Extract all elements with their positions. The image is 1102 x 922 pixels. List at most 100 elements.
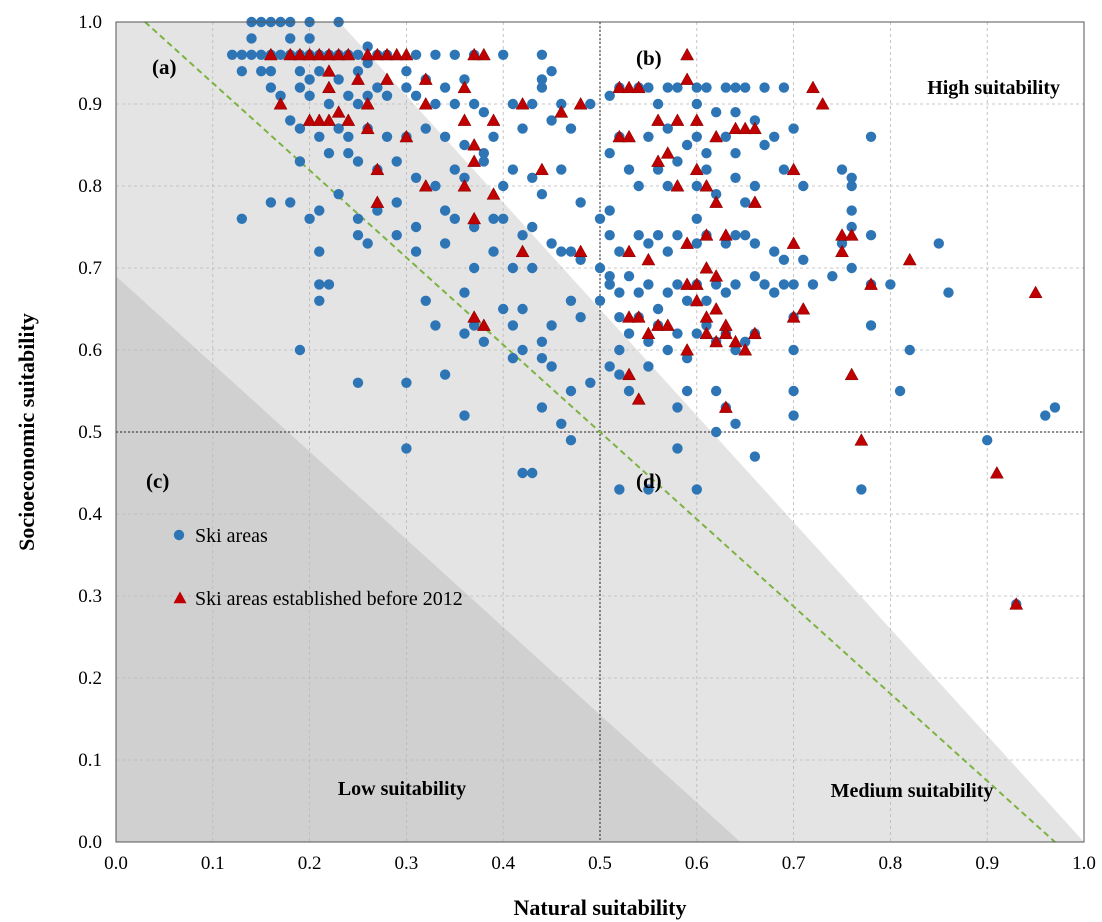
ski-area-point (652, 230, 664, 241)
low-suitability-zone (116, 276, 741, 842)
ski-area-point (410, 246, 422, 257)
ski-area-point (314, 205, 325, 216)
ski-area-point (720, 287, 732, 298)
ski-area-point (304, 90, 315, 102)
ski-area-point (1040, 410, 1051, 421)
ski-area-point (778, 164, 790, 175)
ski-area-point (381, 90, 393, 102)
established-ski-area-point (786, 236, 801, 249)
x-tick-label: 1.0 (1072, 853, 1096, 874)
ski-area-point (275, 49, 286, 60)
ski-area-point (701, 295, 712, 306)
ski-area-point (314, 295, 325, 306)
ski-area-point (565, 385, 577, 397)
established-ski-area-point (689, 113, 704, 126)
established-ski-area-point (728, 334, 743, 348)
ski-area-point (449, 164, 460, 175)
y-tick-label: 0.6 (78, 340, 102, 361)
ski-area-point (323, 148, 335, 159)
ski-area-point (488, 246, 499, 257)
y-tick-label: 0.3 (78, 586, 102, 607)
ski-area-point (546, 361, 557, 372)
ski-area-point (314, 131, 325, 142)
ski-area-point (643, 361, 654, 372)
ski-area-point (759, 139, 770, 151)
ski-area-point (556, 164, 567, 175)
ski-area-point (672, 402, 683, 413)
ski-area-point (507, 164, 519, 175)
ski-area-point (710, 426, 722, 438)
established-ski-area-point (835, 228, 849, 241)
ski-area-point (517, 344, 528, 356)
x-tick-label: 0.1 (201, 853, 225, 874)
ski-area-point (623, 164, 635, 175)
established-ski-area-point (370, 47, 385, 61)
ski-area-point (352, 377, 364, 388)
ski-area-point (478, 148, 490, 159)
established-ski-area-point (641, 252, 656, 266)
x-tick-label: 0.6 (685, 853, 709, 874)
established-ski-area-point (360, 47, 375, 61)
ski-area-point (410, 49, 422, 60)
ski-area-point (798, 254, 809, 265)
established-ski-area-point (360, 121, 375, 135)
established-ski-area-point (322, 80, 336, 94)
ski-area-point (352, 49, 364, 60)
ski-area-point (933, 238, 944, 249)
established-ski-area-point (796, 301, 811, 315)
ski-area-point (846, 221, 857, 233)
established-ski-area-point (534, 162, 549, 176)
ski-area-point (333, 189, 344, 200)
established-ski-area-point (418, 178, 433, 192)
ski-area-point (314, 66, 325, 77)
ski-area-point (585, 98, 596, 110)
ski-area-point (449, 49, 460, 60)
ski-area-point (769, 131, 780, 142)
ski-area-point (730, 344, 741, 356)
ski-area-point (352, 98, 364, 110)
established-ski-area-point (680, 342, 695, 356)
ski-area-point (778, 254, 790, 265)
ski-area-point (343, 131, 354, 142)
ski-area-point (439, 131, 451, 142)
quadrant-label-d: (d) (636, 469, 662, 493)
ski-area-point (788, 344, 799, 356)
ski-area-point (836, 238, 848, 249)
ski-area-point (788, 410, 799, 421)
established-ski-area-point (351, 72, 365, 85)
ski-area-point (662, 180, 673, 192)
established-ski-area-point (457, 178, 472, 192)
legend-label-established: Ski areas established before 2012 (195, 588, 463, 610)
ski-area-point (507, 353, 519, 364)
ski-area-point (275, 90, 286, 102)
established-ski-area-point (651, 113, 666, 126)
ski-area-point (730, 418, 741, 429)
ski-area-point (720, 82, 732, 93)
ski-area-point (730, 107, 741, 118)
legend-circle-marker (173, 529, 185, 541)
ski-area-point (749, 451, 761, 462)
ski-area-point (749, 180, 761, 192)
ski-area-point (807, 279, 819, 290)
ski-area-point (256, 66, 267, 77)
ski-area-point (720, 131, 732, 142)
ski-area-point (323, 98, 335, 110)
ski-area-point (643, 131, 654, 142)
established-ski-area-point (486, 113, 501, 126)
ski-area-point (788, 385, 799, 397)
ski-area-point (314, 279, 325, 290)
ski-area-point (769, 287, 780, 298)
established-ski-area-point (680, 72, 695, 85)
ski-area-point (507, 320, 519, 331)
established-ski-area-point (786, 162, 801, 176)
y-axis-title: Socioeconomic suitability (14, 313, 39, 551)
ski-area-point (498, 213, 509, 224)
established-ski-area-point (322, 64, 336, 77)
y-tick-label: 0.7 (78, 258, 102, 279)
low-suitability-label: Low suitability (338, 778, 466, 800)
established-ski-area-point (680, 236, 695, 249)
established-ski-area-point (476, 47, 491, 61)
ski-area-point (710, 385, 722, 397)
established-ski-area-point (380, 72, 394, 85)
